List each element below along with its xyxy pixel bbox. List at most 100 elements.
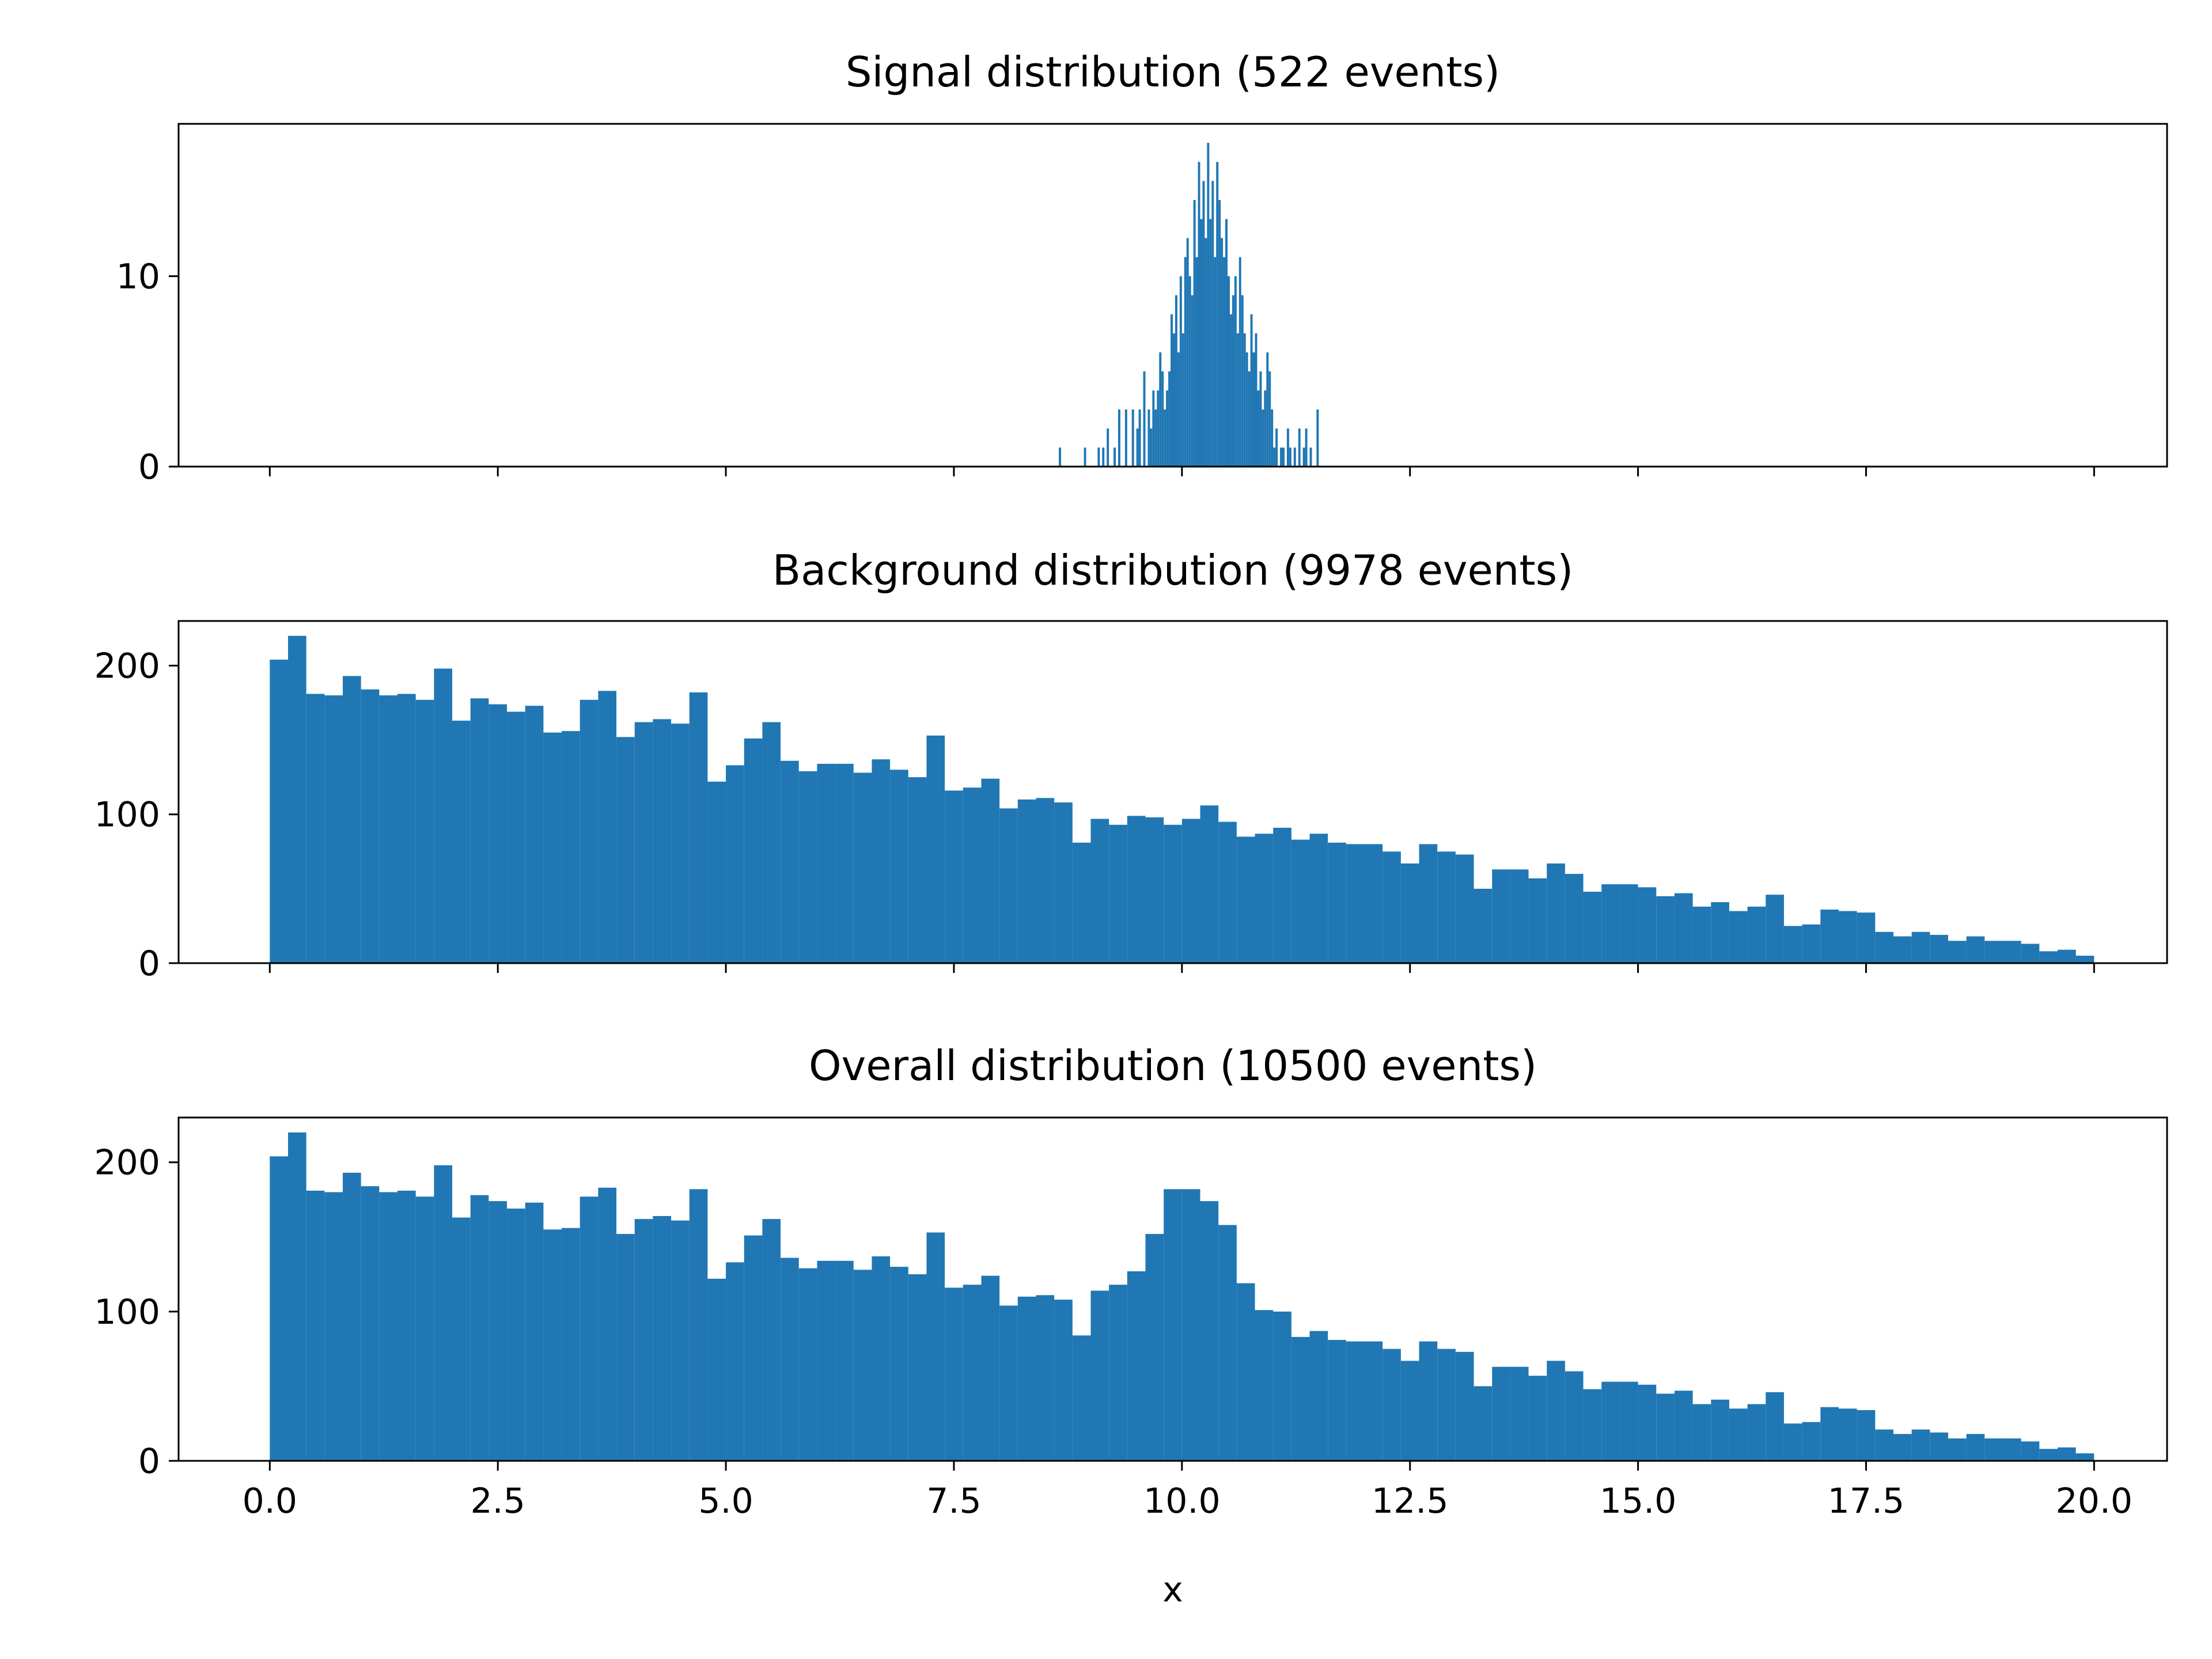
bar (1309, 447, 1312, 467)
bar (2057, 1447, 2076, 1461)
bar (1191, 295, 1194, 467)
bar (1255, 1310, 1274, 1461)
bar (1184, 257, 1187, 467)
bar (1857, 912, 1876, 963)
bar (1207, 143, 1210, 467)
bar (781, 1257, 799, 1461)
bar (1152, 390, 1155, 467)
bar (1168, 371, 1171, 467)
bar (1107, 428, 1109, 467)
bar (579, 1196, 599, 1461)
bar (1188, 276, 1191, 467)
bar (653, 1216, 672, 1461)
bar (1419, 1341, 1438, 1461)
bar (1195, 257, 1198, 467)
bar (890, 770, 908, 963)
bar (798, 771, 817, 963)
bar (1252, 352, 1255, 467)
bar (1200, 219, 1203, 467)
bar (562, 731, 580, 963)
bar (1638, 1384, 1657, 1461)
bar (1177, 352, 1180, 467)
bar (415, 699, 434, 963)
bar (890, 1267, 908, 1461)
bar (1437, 851, 1456, 963)
bar (343, 676, 361, 963)
bar (1154, 409, 1157, 467)
bar (543, 732, 562, 963)
bar (963, 1285, 982, 1461)
bar (963, 787, 982, 963)
bar (1766, 895, 1784, 963)
bar (1619, 884, 1638, 963)
bar (598, 1187, 617, 1461)
bar (999, 1305, 1018, 1461)
bar (1036, 798, 1055, 963)
bar (379, 1192, 398, 1461)
bar (926, 735, 945, 963)
y-tick-label: 100 (94, 795, 160, 835)
bar (1328, 1340, 1346, 1461)
bar (1102, 447, 1105, 467)
x-tick-label: 20.0 (2056, 1481, 2133, 1521)
bar (1948, 941, 1967, 963)
bar (1205, 238, 1207, 467)
bar (1186, 238, 1189, 467)
bar (1966, 936, 1985, 963)
bar (1232, 295, 1234, 467)
bar (1131, 409, 1134, 467)
bar (1802, 924, 1821, 963)
bar (1273, 447, 1276, 467)
bar (324, 1192, 343, 1461)
x-axis-label: x (1162, 1570, 1183, 1610)
bar (689, 692, 708, 963)
bar (1747, 906, 1766, 963)
bar (525, 1202, 544, 1461)
bar (1218, 1225, 1237, 1461)
bar (1164, 409, 1166, 467)
bar (707, 781, 726, 963)
bar (1400, 1361, 1419, 1461)
bar (1245, 352, 1248, 467)
bar (270, 660, 289, 963)
bar (1656, 1393, 1675, 1461)
bar (1090, 1290, 1109, 1461)
bar (1875, 1429, 1893, 1461)
bar (671, 724, 690, 963)
bar (1159, 352, 1162, 467)
bar (2075, 1453, 2094, 1461)
bar (434, 1165, 453, 1461)
bar (1729, 911, 1748, 963)
bar (598, 691, 617, 963)
bar (1209, 219, 1212, 467)
bar (361, 1186, 380, 1461)
bar (2039, 1449, 2058, 1461)
bar (762, 1219, 781, 1461)
bar (726, 765, 744, 963)
bar (1054, 802, 1073, 963)
bar (1255, 834, 1274, 963)
bar (1286, 428, 1289, 467)
x-tick-label: 7.5 (926, 1481, 981, 1521)
bar (1250, 314, 1253, 467)
subplot-3: Overall distribution (10500 events) 0.0 2.… (94, 1041, 2168, 1521)
bar (1171, 314, 1173, 467)
bar (1218, 200, 1221, 467)
bar (1820, 1407, 1839, 1461)
bar (1474, 1386, 1493, 1461)
bar (1161, 371, 1164, 467)
subplot-panels: Signal distribution (522 events) 0 10 Backg… (94, 48, 2168, 1521)
bar (1202, 181, 1205, 467)
bar (1229, 314, 1232, 467)
bar (1583, 1389, 1602, 1461)
bar (1147, 409, 1150, 467)
bar (1145, 1234, 1164, 1461)
bar (1097, 447, 1100, 467)
bar (1802, 1422, 1821, 1461)
bar (1054, 1300, 1073, 1461)
bar (1273, 1311, 1291, 1461)
bars (270, 635, 2094, 963)
bar (1268, 371, 1271, 467)
bar (1181, 819, 1200, 963)
bar (1181, 333, 1184, 467)
